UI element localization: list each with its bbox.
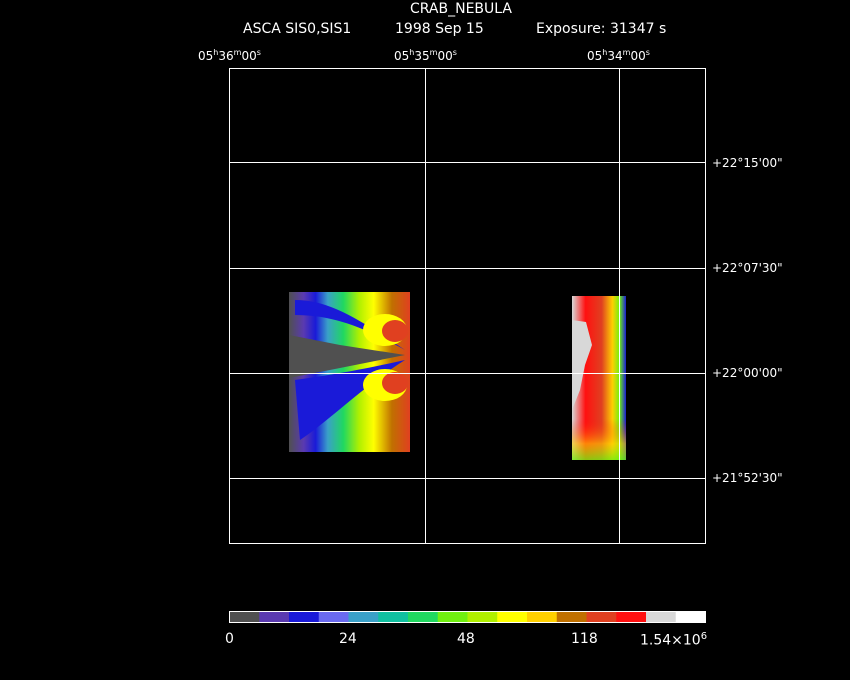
colorbar-swatch [556,611,587,623]
exposure-label: Exposure: 31347 s [536,21,667,37]
image-region-east-contour-lower [295,360,405,440]
colorbar-swatch [408,611,439,623]
dec-tick-label: +22°00'00" [712,366,783,380]
colorbar-max-label: 1.54×106 [640,631,708,649]
colorbar-swatch [348,611,379,623]
image-region-west [572,296,626,460]
image-region-east-low-wedge [289,335,405,378]
colorbar-swatch [437,611,468,623]
colorbar-swatch [229,611,260,623]
colorbar-swatch [616,611,647,623]
colorbar-swatch [289,611,320,623]
colorbar-label: 118 [571,631,598,647]
chart-title: CRAB_NEBULA [410,1,512,17]
colorbar [229,611,706,623]
image-region-west-saturated-edge [572,320,592,410]
dec-tick-label: +22°15'00" [712,156,783,170]
colorbar-swatch [497,611,528,623]
colorbar-frame [229,611,706,623]
ra-tick-label: 05h35m00s [394,48,457,63]
colorbar-swatch [318,611,349,623]
ra-tick-label: 05h34m00s [587,48,650,63]
coordinate-grid [229,68,706,544]
dec-tick-label: +22°07'30" [712,261,783,275]
date-label: 1998 Sep 15 [395,21,484,37]
ra-tick-label: 05h36m00s [198,48,261,63]
dec-tick-label: +21°52'30" [712,471,783,485]
colorbar-swatch [586,611,617,623]
colorbar-label: 48 [457,631,475,647]
colorbar-swatch [259,611,290,623]
image-region-east-hotspot-lower-core [382,372,408,394]
colorbar-label: 0 [225,631,234,647]
colorbar-swatch [467,611,498,623]
colorbar-label: 24 [339,631,357,647]
image-region-east [289,292,410,452]
colorbar-swatch [675,611,706,623]
colorbar-swatch [646,611,677,623]
image-region-east-hotspot-upper-core [382,320,408,342]
colorbar-swatch [378,611,409,623]
instrument-label: ASCA SIS0,SIS1 [243,21,352,37]
image-region-east-contour-upper [295,300,405,350]
plot-frame [229,68,706,544]
colorbar-swatch [527,611,558,623]
